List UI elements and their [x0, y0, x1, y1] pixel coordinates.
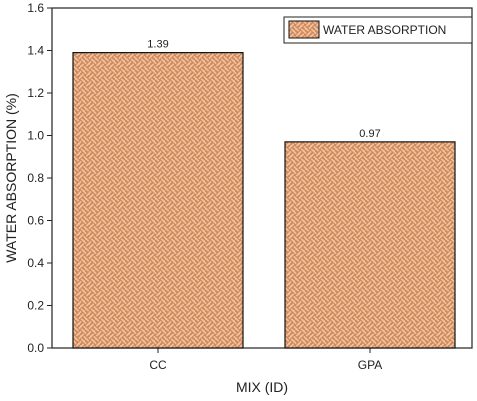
bar-cc — [72, 52, 244, 349]
y-tick-label: 1.2 — [27, 86, 44, 100]
y-axis-title: WATER ABSORPTION (%) — [3, 93, 19, 263]
y-tick-label: 0.6 — [27, 214, 44, 228]
y-tick-label: 0.8 — [27, 171, 44, 185]
y-tick-label: 1.6 — [27, 1, 44, 15]
legend-label: WATER ABSORPTION — [323, 23, 446, 37]
x-tick-label: GPA — [358, 358, 382, 372]
bar-value-label: 0.97 — [359, 128, 380, 140]
y-tick-label: 0.0 — [27, 341, 44, 355]
y-axis-ticks: 0.0 0.2 0.4 0.6 0.8 1.0 1.2 1.4 1.6 — [27, 1, 52, 355]
x-axis-title: MIX (ID) — [236, 379, 288, 395]
bars — [72, 52, 456, 349]
x-tick-label: CC — [149, 358, 167, 372]
y-tick-label: 0.4 — [27, 256, 44, 270]
legend: WATER ABSORPTION — [283, 16, 473, 44]
bar-value-label: 1.39 — [147, 39, 168, 51]
bar-gpa — [284, 141, 456, 349]
bar-value-labels: 1.39 0.97 — [147, 39, 380, 140]
legend-swatch — [288, 20, 320, 39]
y-tick-label: 1.0 — [27, 129, 44, 143]
y-tick-label: 1.4 — [27, 44, 44, 58]
x-axis-ticks: CC GPA — [149, 348, 382, 372]
y-tick-label: 0.2 — [27, 299, 44, 313]
